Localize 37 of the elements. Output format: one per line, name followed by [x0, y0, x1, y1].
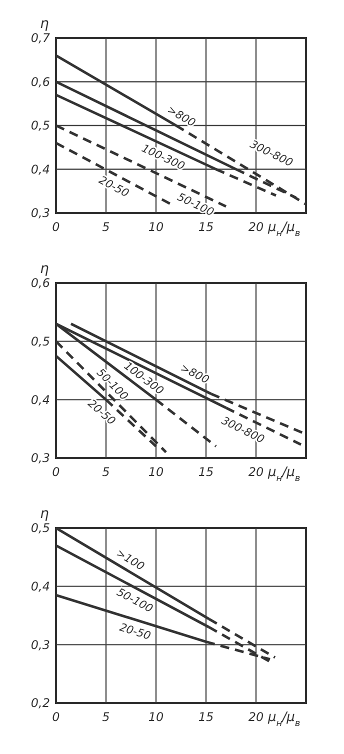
- x-tick-label: 0: [52, 465, 60, 479]
- y-tick-label: 0,2: [30, 696, 50, 710]
- y-tick-label: 0,3: [30, 206, 50, 220]
- x-tick-label: 15: [198, 710, 214, 724]
- y-axis-title: η: [40, 506, 49, 522]
- x-axis-title: μ$_{н}$/μ$_{в}$: [267, 220, 300, 239]
- x-tick-label: 20: [248, 220, 264, 234]
- y-axis-title: η: [40, 16, 49, 32]
- x-axis-title: μ$_{н}$/μ$_{в}$: [267, 465, 300, 484]
- x-tick-label: 0: [52, 220, 60, 234]
- x-tick-label: 10: [148, 465, 164, 479]
- x-tick-label: 5: [102, 465, 110, 479]
- x-tick-label: 20: [248, 710, 264, 724]
- text: >800: [165, 103, 198, 130]
- text: 20-50: [118, 620, 152, 643]
- x-tick-label: 10: [148, 710, 164, 724]
- x-tick-label: 5: [102, 220, 110, 234]
- x-tick-label: 15: [198, 220, 214, 234]
- x-tick-label: 0: [52, 710, 60, 724]
- y-tick-label: 0,4: [30, 162, 50, 176]
- y-tick-label: 0,5: [30, 118, 50, 133]
- y-tick-label: 0,6: [30, 276, 50, 290]
- y-tick-label: 0,5: [30, 521, 50, 536]
- x-tick-label: 10: [148, 220, 164, 234]
- x-tick-label: 5: [102, 710, 110, 724]
- x-tick-label: 20: [248, 465, 264, 479]
- text: >800: [178, 361, 212, 386]
- y-tick-label: 0,6: [30, 74, 50, 89]
- y-tick-label: 0,4: [30, 580, 50, 594]
- y-tick-label: 0,3: [30, 638, 50, 652]
- y-tick-label: 0,3: [30, 451, 50, 466]
- x-tick-label: 15: [198, 465, 214, 479]
- y-tick-label: 0,5: [30, 334, 50, 349]
- y-tick-label: 0,4: [30, 392, 50, 407]
- y-axis-title: η: [40, 261, 49, 277]
- y-tick-label: 0,7: [30, 31, 50, 46]
- x-axis-title: μ$_{н}$/μ$_{в}$: [267, 710, 300, 729]
